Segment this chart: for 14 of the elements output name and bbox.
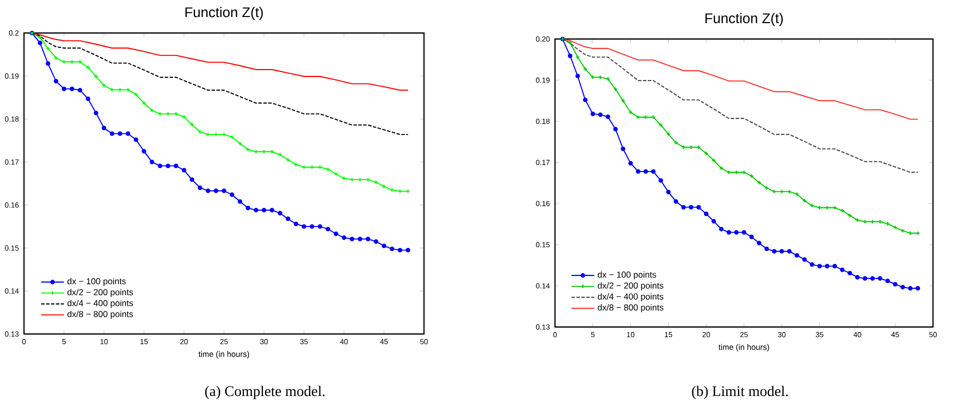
text: (a) Complete model. xyxy=(205,386,325,400)
legend-label: dx/4 − 400 points xyxy=(598,293,664,302)
x-axis-title: time (in hours) xyxy=(198,351,250,359)
legend-label: dx/2 − 200 points xyxy=(598,282,664,290)
x-axis-title: time (in hours) xyxy=(718,344,770,352)
legend-label: dx/8 − 800 points xyxy=(598,304,664,312)
chart-title: Function Z(t) xyxy=(705,12,783,26)
text: (b) Limit model. xyxy=(692,386,788,400)
legend-label: dx − 100 points xyxy=(598,271,656,280)
legend-label: dx/8 − 800 points xyxy=(67,310,134,319)
chart-title: Function Z(t) xyxy=(185,6,263,20)
legend-label: dx/2 − 200 points xyxy=(67,288,134,297)
legend-label: dx − 100 points xyxy=(67,278,126,286)
legend-label: dx/4 − 400 points xyxy=(67,300,134,308)
